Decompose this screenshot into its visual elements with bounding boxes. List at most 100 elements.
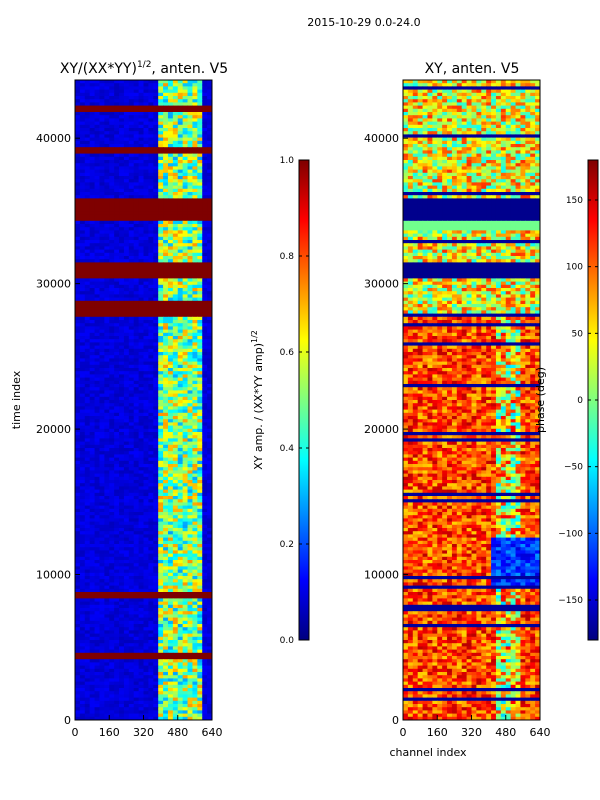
amp-cell bbox=[114, 377, 120, 382]
amp-cell bbox=[187, 192, 194, 196]
amp-cell bbox=[99, 361, 105, 366]
amp-cell bbox=[172, 393, 179, 398]
amp-cell bbox=[109, 396, 115, 401]
amp-cell bbox=[177, 630, 184, 635]
amp-cell bbox=[153, 217, 159, 222]
amp-cell bbox=[84, 601, 91, 606]
amp-cell bbox=[133, 240, 140, 244]
amp-cell bbox=[177, 480, 184, 484]
amp-cell bbox=[75, 96, 81, 100]
amp-cell bbox=[109, 355, 115, 359]
amp-cell bbox=[172, 99, 179, 103]
amp-cell bbox=[99, 576, 105, 580]
amp-cell bbox=[128, 454, 135, 459]
amp-cell bbox=[172, 620, 179, 625]
amp-cell bbox=[119, 195, 125, 199]
amp-cell bbox=[182, 633, 189, 638]
amp-cell bbox=[123, 96, 130, 100]
amp-cell bbox=[197, 150, 203, 155]
amp-cell bbox=[167, 604, 174, 609]
amp-cell bbox=[143, 300, 149, 305]
amp-cell bbox=[177, 201, 184, 206]
amp-cell bbox=[202, 236, 208, 241]
amp-cell bbox=[128, 307, 135, 311]
amp-cell bbox=[94, 342, 101, 347]
amp-cell bbox=[138, 108, 145, 113]
amp-cell bbox=[143, 176, 149, 180]
amp-cell bbox=[167, 243, 174, 247]
amp-cell bbox=[84, 377, 91, 382]
amp-cell bbox=[182, 134, 189, 139]
amp-cell bbox=[114, 560, 120, 564]
amp-cell bbox=[197, 345, 203, 350]
amp-cell bbox=[123, 345, 130, 350]
amp-cell bbox=[172, 518, 179, 523]
amp-cell bbox=[192, 524, 198, 529]
amp-cell bbox=[182, 262, 189, 267]
amp-cell bbox=[114, 320, 120, 324]
amp-cell bbox=[104, 560, 110, 564]
amp-cell bbox=[79, 252, 86, 257]
amp-cell bbox=[133, 640, 140, 644]
amp-cell bbox=[158, 361, 164, 366]
amp-cell bbox=[99, 96, 105, 100]
amp-cell bbox=[197, 163, 203, 167]
amp-cell bbox=[89, 230, 96, 235]
amp-cell bbox=[104, 214, 110, 219]
amp-cell bbox=[79, 403, 86, 407]
amp-cell bbox=[192, 604, 198, 609]
amp-cell bbox=[207, 428, 212, 433]
amp-cell bbox=[119, 342, 125, 347]
amp-cell bbox=[89, 310, 96, 315]
amp-cell bbox=[128, 598, 135, 603]
amp-cell bbox=[99, 547, 105, 551]
amp-cell bbox=[89, 393, 96, 398]
amp-cell bbox=[133, 451, 140, 455]
amp-cell bbox=[79, 326, 86, 331]
amp-cell bbox=[158, 134, 164, 139]
amp-cell bbox=[177, 505, 184, 510]
amp-cell bbox=[104, 422, 110, 427]
amp-cell bbox=[138, 480, 145, 484]
amp-cell bbox=[109, 195, 115, 199]
amp-cell bbox=[109, 640, 115, 644]
amp-cell bbox=[148, 307, 154, 311]
amp-cell bbox=[153, 195, 159, 199]
amp-cell bbox=[94, 313, 101, 318]
amp-cell bbox=[197, 460, 203, 465]
amp-cell bbox=[143, 550, 149, 555]
amp-cell bbox=[167, 358, 174, 363]
amp-cell bbox=[123, 608, 130, 612]
amp-cell bbox=[197, 220, 203, 225]
amp-cell bbox=[167, 252, 174, 257]
amp-cell bbox=[128, 508, 135, 513]
amp-cell bbox=[84, 534, 91, 539]
amp-cell bbox=[138, 419, 145, 423]
amp-cell bbox=[207, 108, 212, 113]
amp-cell bbox=[167, 508, 174, 513]
amp-cell bbox=[143, 80, 149, 84]
amp-cell bbox=[192, 288, 198, 292]
amp-cell bbox=[197, 595, 203, 599]
amp-cell bbox=[187, 601, 194, 606]
amp-cell bbox=[158, 627, 164, 631]
amp-cell bbox=[187, 345, 194, 350]
amp-cell bbox=[153, 595, 159, 599]
amp-cell bbox=[133, 515, 140, 519]
amp-cell bbox=[182, 195, 189, 199]
amp-cell bbox=[207, 128, 212, 132]
amp-cell bbox=[167, 272, 174, 276]
amp-cell bbox=[99, 502, 105, 507]
amp-cell bbox=[114, 156, 120, 161]
amp-cell bbox=[153, 416, 159, 420]
amp-cell bbox=[94, 412, 101, 417]
amp-cell bbox=[114, 345, 120, 350]
amp-cell bbox=[197, 204, 203, 209]
amp-cell bbox=[182, 480, 189, 484]
amp-cell bbox=[187, 627, 194, 631]
amp-cell bbox=[172, 96, 179, 100]
amp-cell bbox=[109, 576, 115, 580]
amp-cell bbox=[138, 601, 145, 606]
amp-cell bbox=[89, 332, 96, 337]
amp-cell bbox=[177, 368, 184, 372]
